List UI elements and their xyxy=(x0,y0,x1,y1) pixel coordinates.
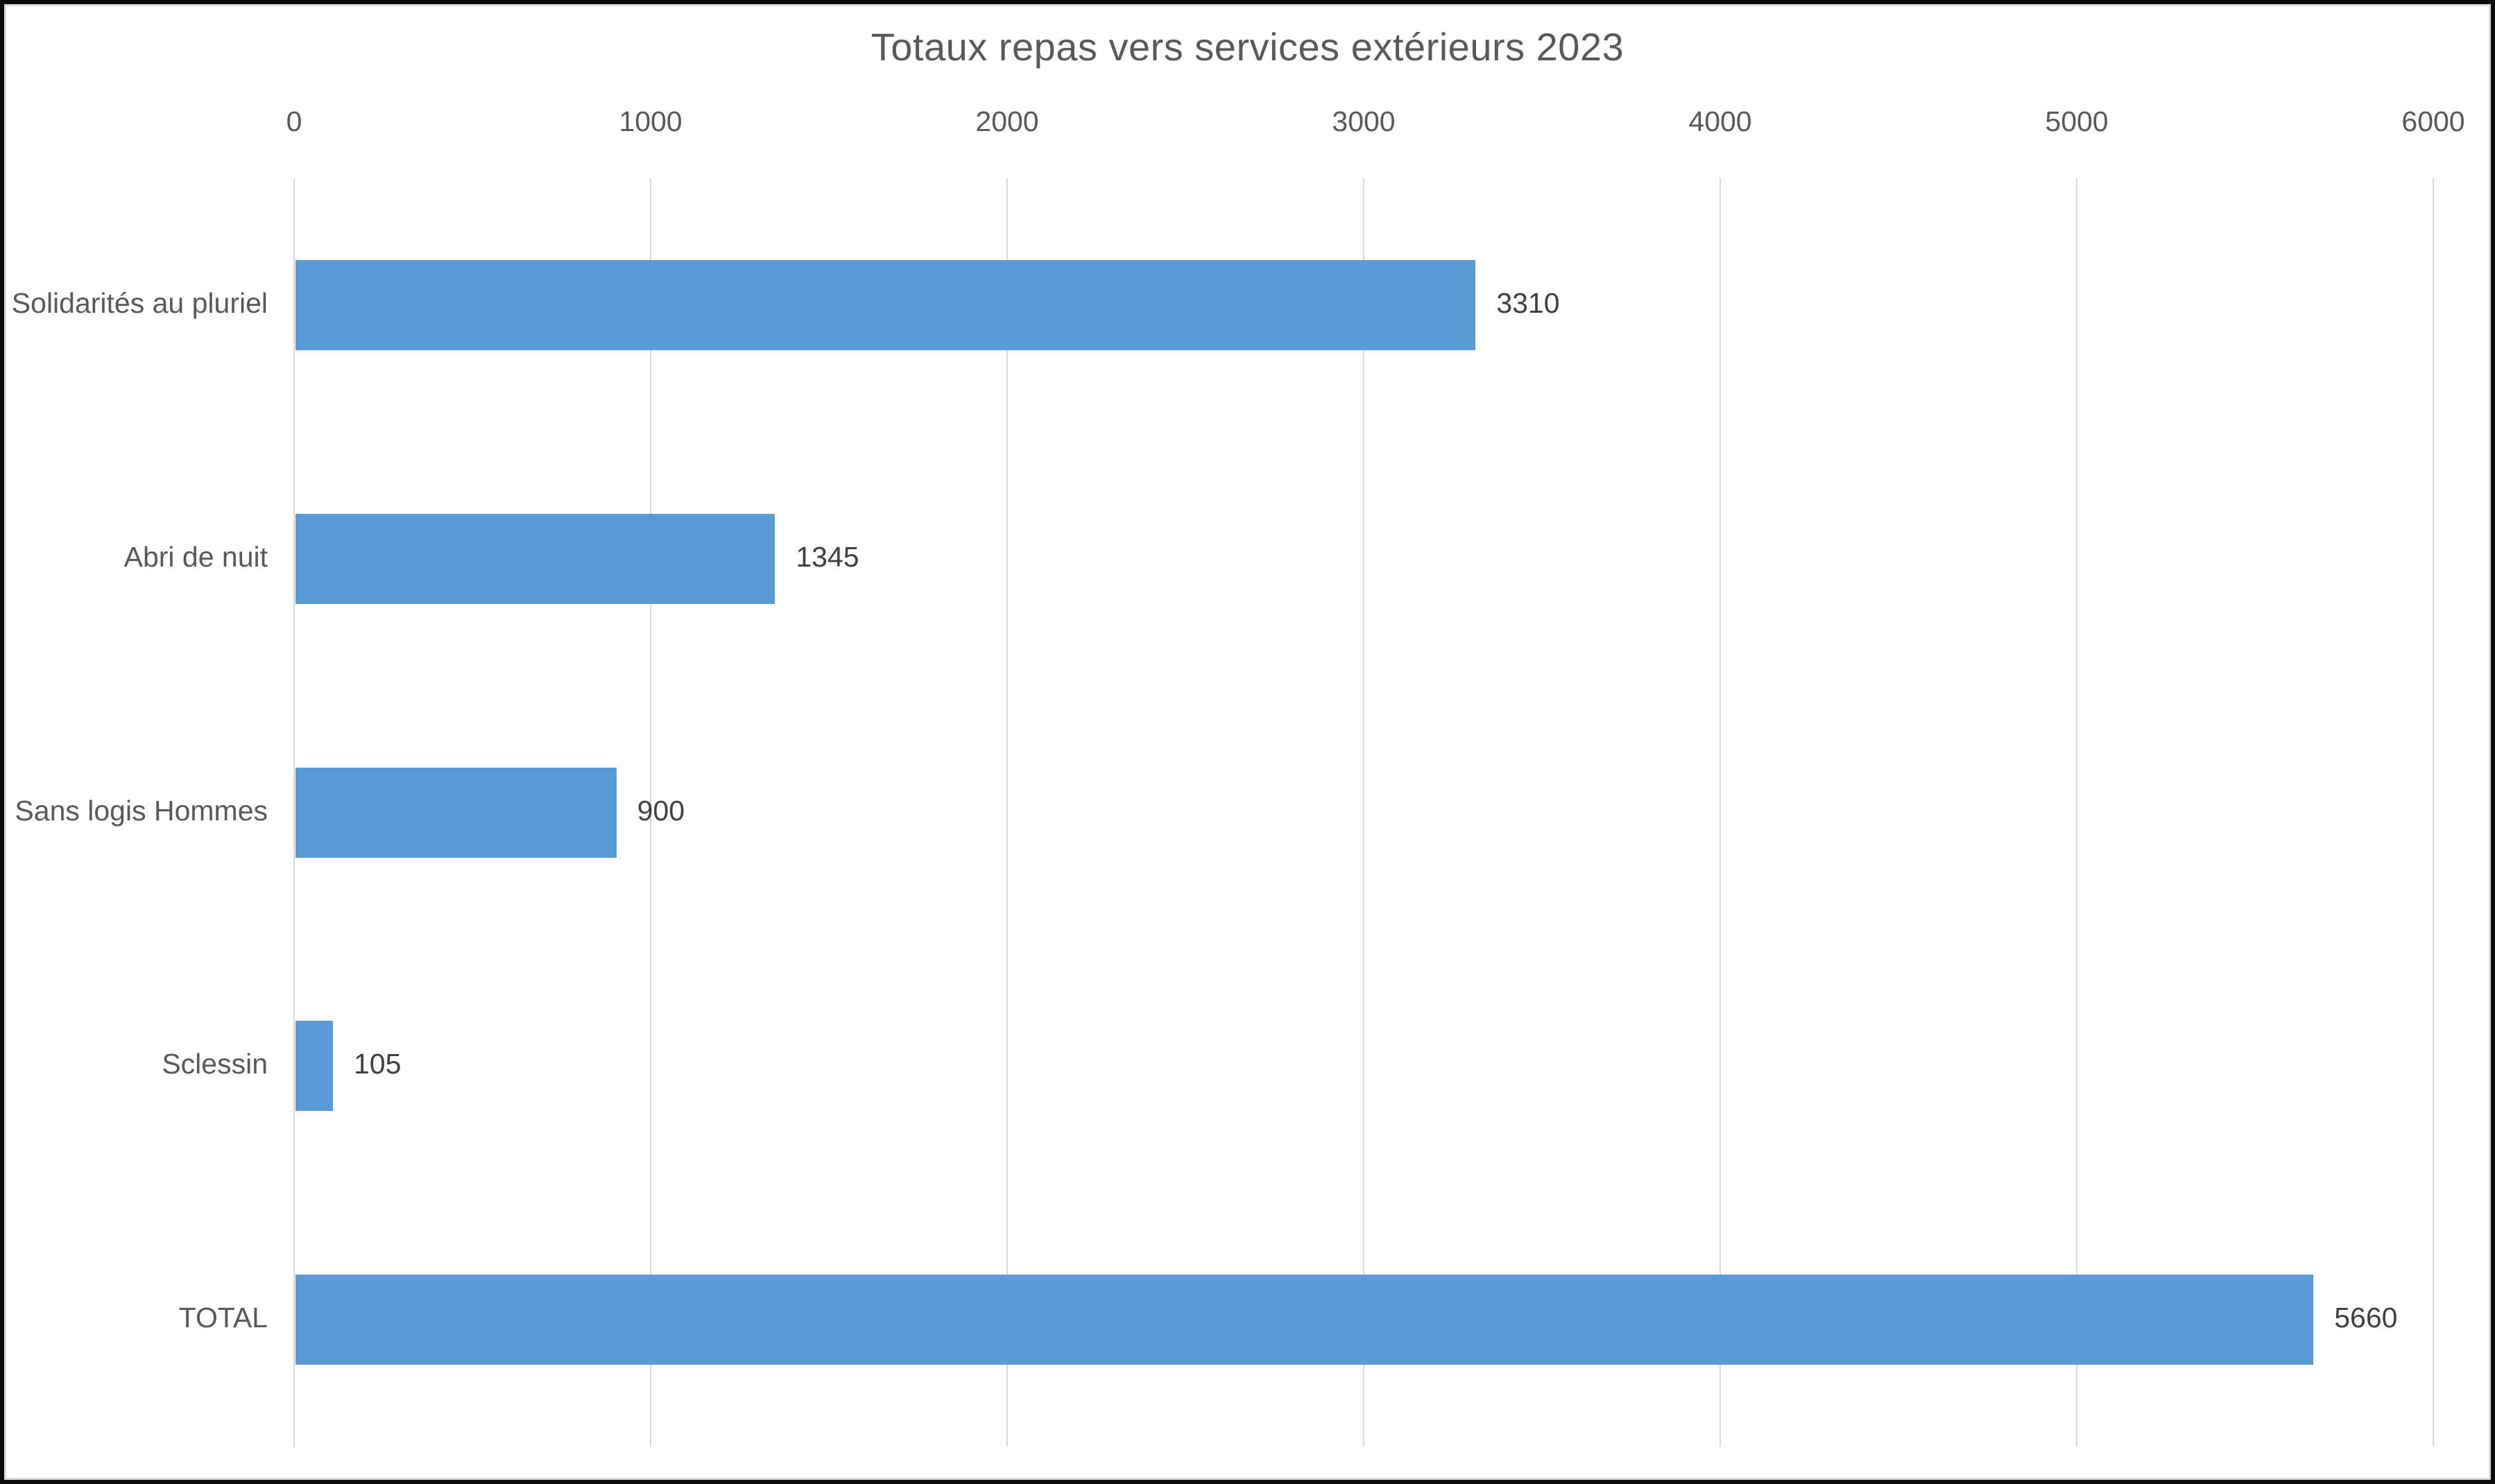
bar xyxy=(295,259,1476,350)
gridline xyxy=(1363,178,1364,1447)
category-label: Solidarités au pluriel xyxy=(11,286,268,319)
x-tick-label: 6000 xyxy=(2401,105,2465,137)
bar xyxy=(295,1021,333,1112)
bar xyxy=(295,767,617,858)
value-label: 1345 xyxy=(796,540,859,573)
x-tick-label: 1000 xyxy=(619,105,683,137)
x-tick-label: 0 xyxy=(286,105,302,137)
chart-title: Totaux repas vers services extérieurs 20… xyxy=(871,25,1624,69)
gridline xyxy=(1006,178,1008,1447)
value-label: 5660 xyxy=(2334,1302,2398,1334)
category-label: TOTAL xyxy=(178,1302,268,1334)
gridline xyxy=(2433,178,2434,1447)
x-tick-label: 3000 xyxy=(1332,105,1396,137)
bar xyxy=(295,513,775,604)
category-label: Sans logis Hommes xyxy=(15,794,268,827)
value-label: 3310 xyxy=(1496,286,1560,319)
bar xyxy=(295,1275,2314,1365)
x-tick-label: 2000 xyxy=(975,105,1039,137)
value-label: 900 xyxy=(637,794,685,827)
category-label: Abri de nuit xyxy=(123,540,268,573)
gridline xyxy=(293,178,295,1447)
chart: Totaux repas vers services extérieurs 20… xyxy=(4,4,2491,1480)
x-tick-label: 4000 xyxy=(1688,105,1752,137)
x-tick-label: 5000 xyxy=(2045,105,2109,137)
gridline xyxy=(2076,178,2077,1447)
value-label: 105 xyxy=(353,1048,402,1080)
category-label: Sclessin xyxy=(162,1048,268,1080)
gridline xyxy=(1720,178,1721,1447)
gridline xyxy=(650,178,651,1447)
